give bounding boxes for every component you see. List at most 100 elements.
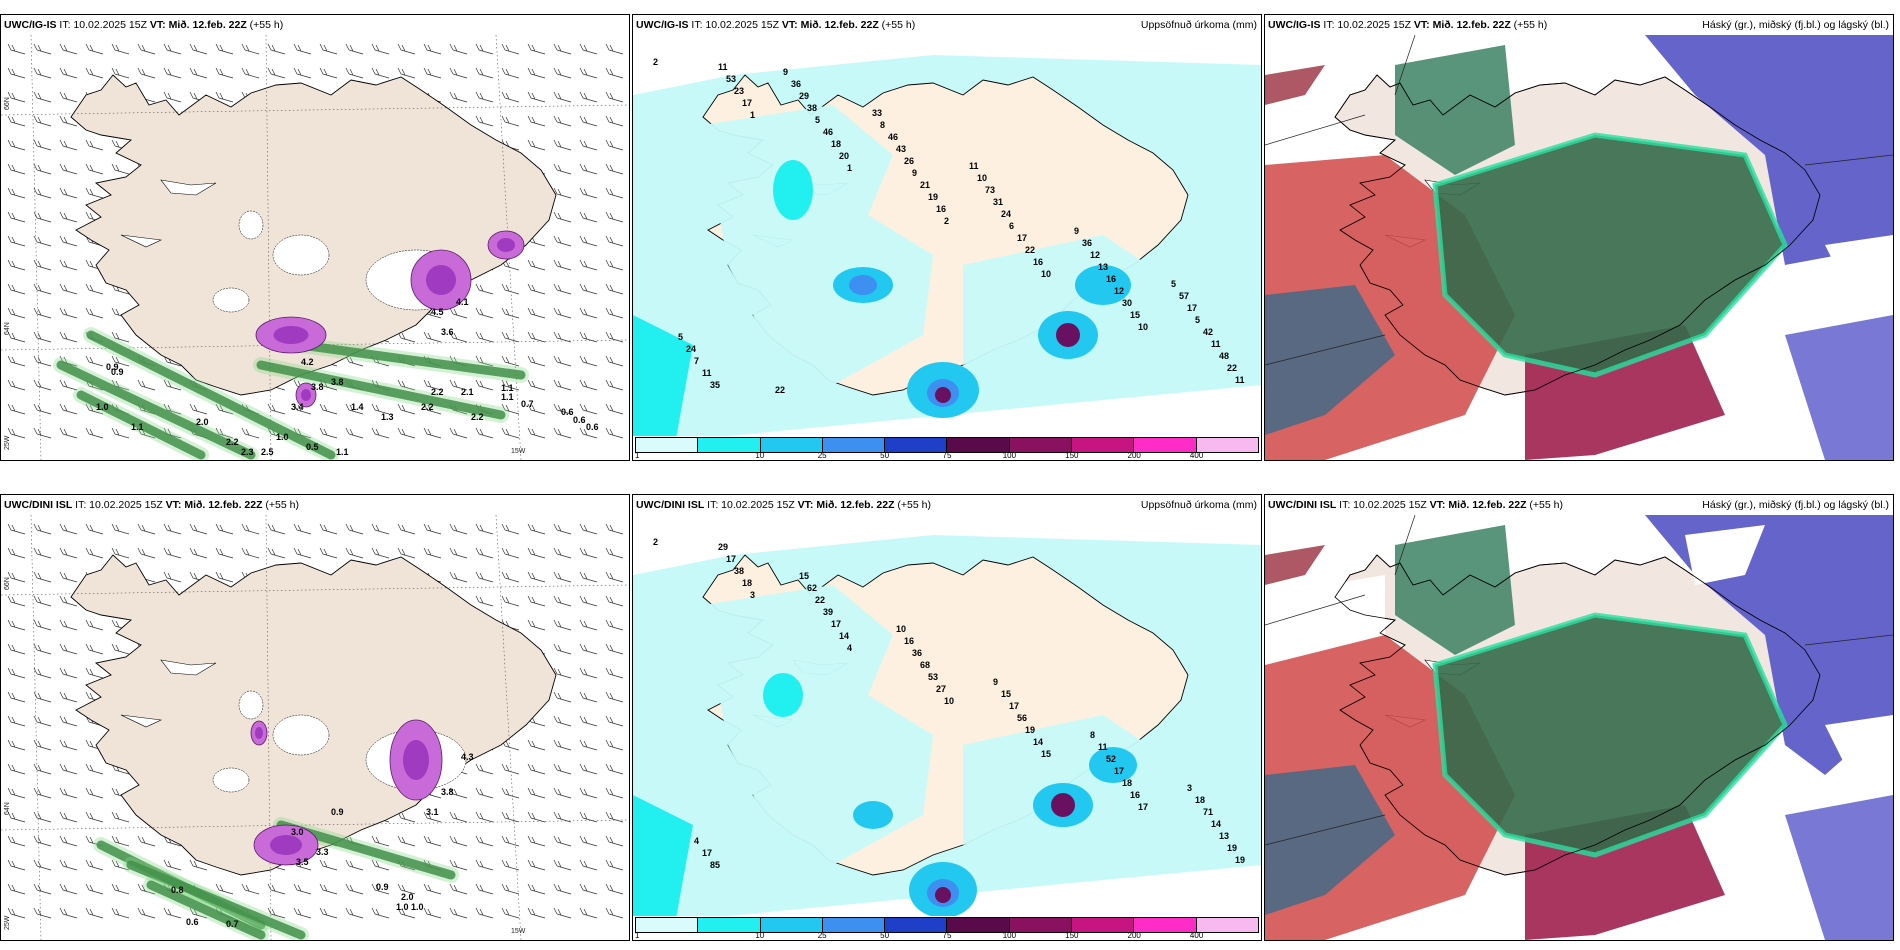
colorbar-swatch: [760, 438, 823, 452]
precip-value: 11: [702, 368, 712, 378]
init-time: IT: 10.02.2025 15Z: [56, 19, 150, 31]
precip-value: 16: [936, 204, 946, 214]
wind-gust-value: 3.3: [316, 847, 329, 857]
init-time: IT: 10.02.2025 15Z: [704, 499, 798, 511]
forecast-step: (+55 h): [246, 19, 284, 31]
precip-value: 2: [653, 57, 658, 67]
precip-value: 10: [896, 624, 906, 634]
colorbar-swatch: [1196, 918, 1258, 932]
precip-value: 36: [912, 648, 922, 658]
colorbar-tick: 50: [880, 931, 890, 940]
map-canvas: 66N 64N 25W 15W 0.8 0.6 0.7 1.0 0.9 0.9 2.0 3.0 3.5 4…: [1, 515, 629, 940]
precip-value: 15: [1130, 310, 1140, 320]
map-svg: 66N 64N 25W 15W 0.8 0.6 0.7 1.0 0.9 0.9 2.0 3.0 3.5 4…: [1, 515, 629, 940]
wind-gust-value: 3.8: [331, 377, 344, 387]
precip-value: 13: [1219, 831, 1229, 841]
precip-value: 17: [742, 98, 752, 108]
precip-over-land: [703, 585, 1163, 918]
map-canvas: [1265, 35, 1893, 460]
wind-gust-value: 2.0: [401, 892, 414, 902]
cloud-layers: [1265, 515, 1893, 940]
model-name: UWC/IG-IS: [1268, 19, 1321, 31]
wind-gust-value: 1.0: [96, 402, 109, 412]
panel-header: UWC/DINI ISL IT: 10.02.2025 15Z VT: Mið.…: [1, 495, 629, 515]
wind-gust-value: 0.6: [573, 415, 586, 425]
colorbar-swatch: [1134, 918, 1197, 932]
map-svg: [1265, 515, 1893, 940]
wind-gust-value: 1.1: [501, 392, 514, 402]
lat-label-66n: 66N: [4, 577, 11, 590]
lon-label-25w: 25W: [4, 435, 11, 450]
wind-gust-value: 0.6: [586, 422, 599, 432]
precip-value: 29: [718, 542, 728, 552]
panel-header: UWC/DINI ISL IT: 10.02.2025 15Z VT: Mið.…: [633, 495, 1261, 515]
wind-gust-value: 1.1: [501, 383, 514, 393]
precip-value: 39: [823, 607, 833, 617]
precip-value: 17: [702, 848, 712, 858]
field-title: Uppsöfnuð úrkoma (mm): [1140, 19, 1257, 31]
precip-value: 10: [1138, 322, 1148, 332]
wind-gust-value: 3.8: [311, 382, 324, 392]
precip-value: 9: [912, 168, 917, 178]
precip-value: 11: [969, 161, 979, 171]
lat-label-66n: 66N: [4, 97, 11, 110]
wind-gust-value: 0.7: [226, 919, 239, 929]
wind-gust-value: 0.6: [186, 917, 199, 927]
colorbar-swatch: [1009, 918, 1073, 932]
graticule: [1, 515, 629, 940]
map-canvas: 66N 64N 25W 15W 0.9 1.0 1.1 2.0 2.2 2.3 2.5 1.0 0.5 1…: [1, 35, 629, 460]
precip-value: 1: [750, 110, 755, 120]
wind-gust-value: 1.1: [131, 422, 144, 432]
colorbar-swatch: [636, 918, 699, 932]
colorbar-swatch: [822, 438, 886, 452]
map-canvas: 2 3 4 10 15 17 19 18 14 27 14 16 19 38 17 53 19 18 13 17 39 6…: [633, 515, 1261, 940]
precip-value: 22: [775, 385, 785, 395]
wind-gust-value: 4.2: [301, 357, 314, 367]
precip-value: 8: [880, 120, 885, 130]
precip-value: 2: [944, 216, 949, 226]
wind-gust-value: 4.1: [456, 297, 469, 307]
init-time: IT: 10.02.2025 15Z: [72, 499, 166, 511]
precip-value: 85: [710, 860, 720, 870]
precip-value: 1: [847, 163, 852, 173]
colorbar-tick: 25: [817, 451, 827, 460]
wind-gust-value: 0.9: [106, 362, 119, 372]
precip-value: 17: [831, 619, 841, 629]
precip-value: 14: [1211, 819, 1221, 829]
precip-value: 8: [1090, 730, 1095, 740]
precip-map-panel-top: UWC/IG-IS IT: 10.02.2025 15Z VT: Mið. 12…: [632, 14, 1262, 461]
panel-header: UWC/IG-IS IT: 10.02.2025 15Z VT: Mið. 12…: [1, 15, 629, 35]
precip-value: 5: [678, 332, 683, 342]
model-name: UWC/IG-IS: [4, 19, 57, 31]
precip-value: 17: [726, 554, 736, 564]
field-title: Háský (gr.), miðský (fj.bl.) og lágský (…: [1702, 19, 1889, 31]
wind-gust-value: 1.4: [351, 402, 364, 412]
lat-label-64n: 64N: [4, 322, 11, 335]
precip-value: 5: [1171, 279, 1176, 289]
precip-value: 18: [1195, 795, 1205, 805]
precip-value: 15: [1041, 749, 1051, 759]
colorbar-tick: 200: [1127, 931, 1141, 940]
wind-gust-value: 3.1: [426, 807, 439, 817]
precip-value: 43: [896, 144, 906, 154]
valid-time: VT: Mið. 12.feb. 22Z: [165, 499, 263, 511]
precip-map-panel-bottom: UWC/DINI ISL IT: 10.02.2025 15Z VT: Mið.…: [632, 494, 1262, 941]
precip-value: 18: [1122, 778, 1132, 788]
precip-value: 22: [1025, 245, 1035, 255]
wind-gust-value: 1.0: [276, 432, 289, 442]
precip-value: 26: [904, 156, 914, 166]
precip-value: 33: [872, 108, 882, 118]
colorbar-tick: 200: [1127, 451, 1141, 460]
map-canvas: 2 1 1 2 10 10 11 17 20 16 16 15 22 23 18 19 22 30 48 53 46 21…: [633, 35, 1261, 460]
precip-value: 31: [993, 197, 1003, 207]
colorbar-tick: 10: [755, 451, 765, 460]
precip-value: 24: [686, 344, 696, 354]
precip-value: 14: [1033, 737, 1043, 747]
wind-gust-value: 0.7: [521, 399, 534, 409]
precip-value: 13: [1098, 262, 1108, 272]
precip-value: 11: [1098, 742, 1108, 752]
wind-gust-value: 3.4: [291, 402, 304, 412]
precip-value: 48: [1219, 351, 1229, 361]
wind-gust-value: 0.9: [111, 367, 124, 377]
colorbar-tick: 400: [1189, 451, 1204, 460]
